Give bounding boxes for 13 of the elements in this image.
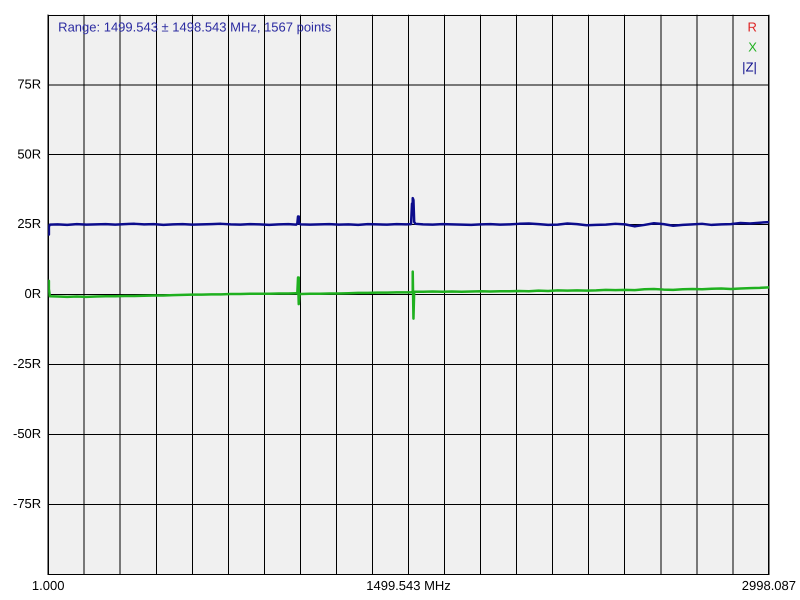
legend-label: R — [748, 19, 757, 34]
y-tick-label: 25R — [17, 216, 42, 232]
y-tick-label: -25R — [12, 356, 42, 372]
x-tick-label: 1.000 — [32, 578, 64, 593]
x-tick-label: 1499.543 MHz — [366, 578, 451, 593]
y-tick-label: -50R — [12, 426, 42, 442]
y-tick-label: 75R — [17, 76, 42, 92]
text: |Z| — [742, 59, 757, 74]
y-tick-label: -75R — [12, 496, 42, 512]
text: X — [748, 39, 758, 54]
y-tick-label: 0R — [24, 286, 42, 302]
x-tick-label: 2998.087 — [742, 578, 796, 593]
y-tick-label: 50R — [17, 146, 42, 162]
